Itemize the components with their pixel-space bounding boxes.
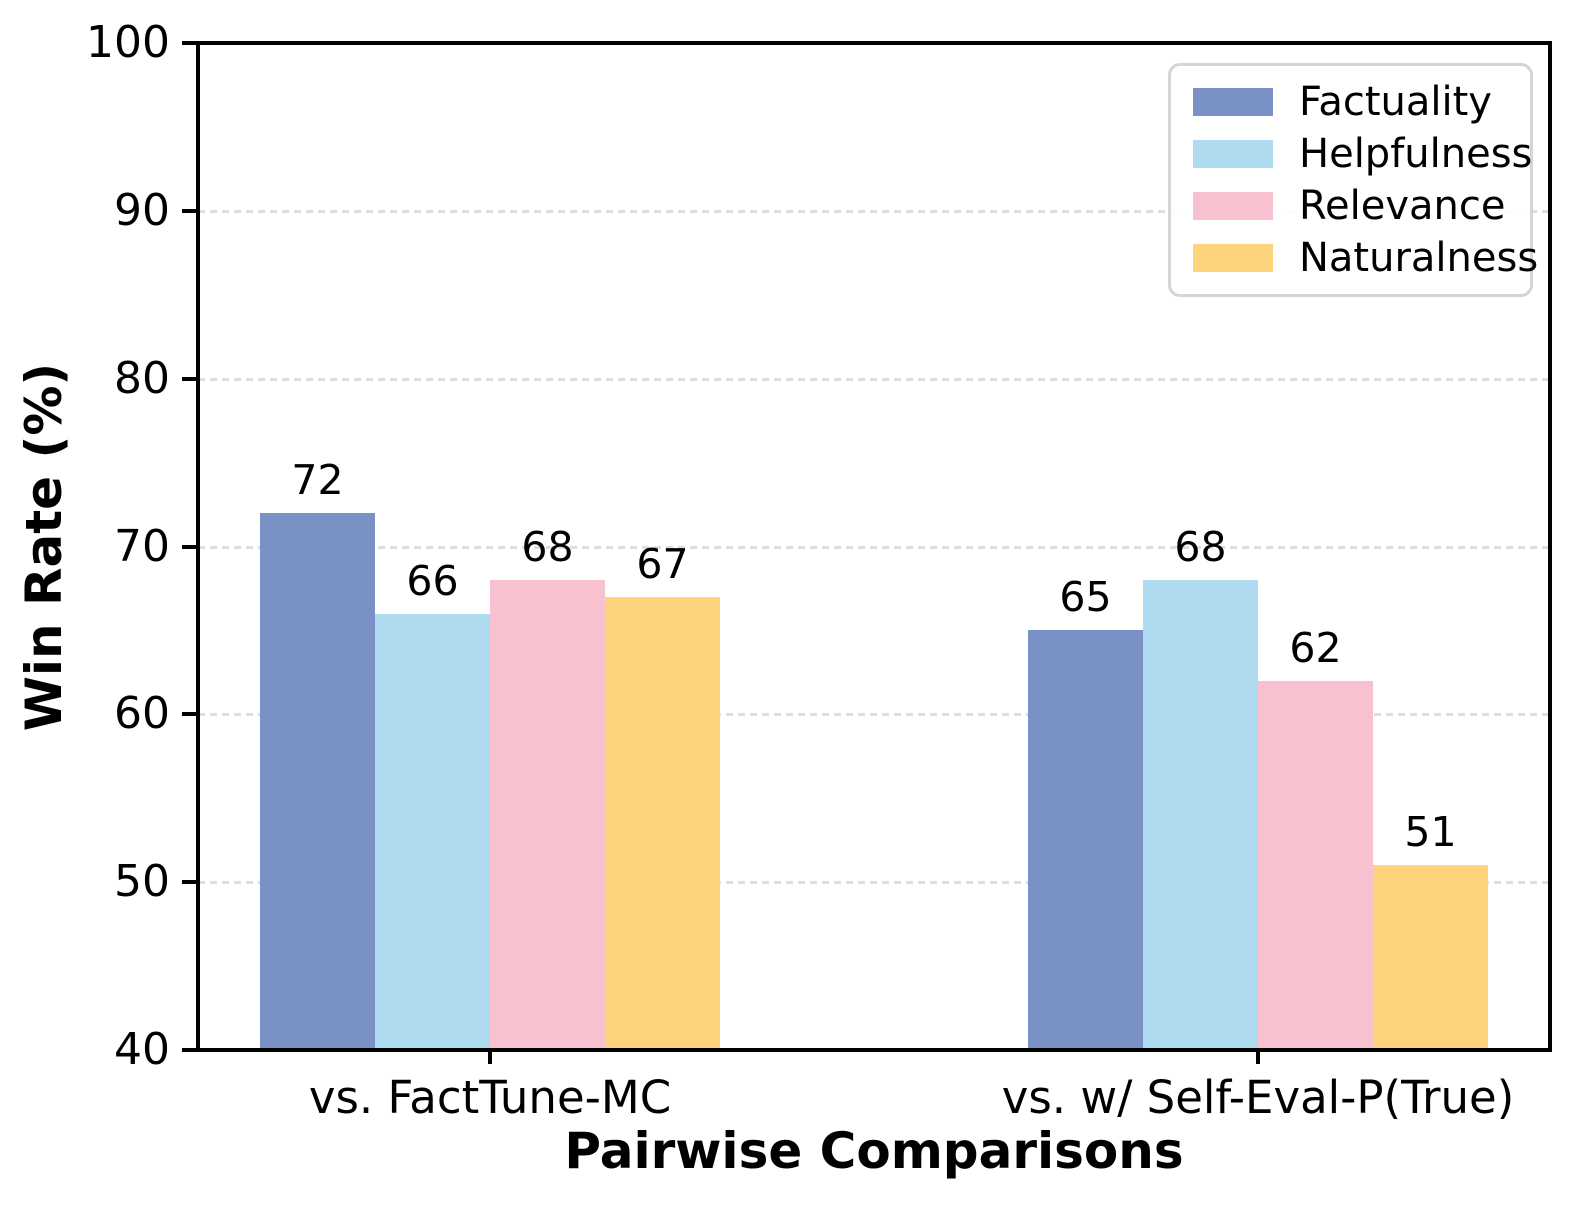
legend-item-helpfulness: Helpfulness bbox=[1193, 131, 1533, 177]
bar-factuality-group2 bbox=[1028, 630, 1143, 1050]
y-tick-mark-80 bbox=[182, 376, 196, 381]
y-tick-mark-90 bbox=[182, 208, 196, 213]
y-tick-label-60: 60 bbox=[114, 688, 170, 740]
y-tick-label-80: 80 bbox=[114, 352, 170, 404]
bar-value-label-naturalness-group2: 51 bbox=[1404, 808, 1457, 857]
bar-naturalness-group1 bbox=[605, 596, 720, 1050]
bar-value-label-helpfulness-group2: 68 bbox=[1174, 523, 1227, 572]
legend-label-relevance: Relevance bbox=[1299, 183, 1506, 229]
legend-item-relevance: Relevance bbox=[1193, 184, 1530, 228]
legend-label-factuality: Factuality bbox=[1299, 79, 1492, 125]
y-axis-title: Win Rate (%) bbox=[15, 362, 73, 732]
gridline-50 bbox=[198, 881, 1550, 885]
legend-label-naturalness: Naturalness bbox=[1299, 235, 1539, 281]
bar-relevance-group2 bbox=[1258, 680, 1373, 1050]
legend-item-factuality: Factuality bbox=[1193, 80, 1530, 124]
y-tick-label-90: 90 bbox=[114, 184, 170, 236]
bar-helpfulness-group1 bbox=[375, 613, 490, 1050]
y-tick-label-50: 50 bbox=[114, 856, 170, 908]
y-tick-mark-100 bbox=[182, 41, 196, 45]
legend-item-naturalness: Naturalness bbox=[1193, 236, 1538, 280]
bar-value-label-helpfulness-group1: 66 bbox=[406, 556, 459, 605]
gridline-70 bbox=[198, 545, 1550, 549]
gridline-60 bbox=[198, 713, 1550, 717]
bar-value-label-relevance-group1: 68 bbox=[521, 523, 574, 572]
bar-helpfulness-group2 bbox=[1143, 580, 1258, 1050]
bar-value-label-factuality-group1: 72 bbox=[291, 455, 344, 504]
bar-value-label-relevance-group2: 62 bbox=[1289, 623, 1342, 672]
bar-value-label-naturalness-group1: 67 bbox=[636, 539, 689, 588]
y-tick-mark-40 bbox=[182, 1048, 196, 1052]
legend-swatch-relevance bbox=[1193, 192, 1273, 220]
y-tick-mark-60 bbox=[182, 712, 196, 717]
gridline-80 bbox=[198, 377, 1550, 381]
bar-factuality-group1 bbox=[260, 512, 375, 1050]
x-axis-title: Pairwise Comparisons bbox=[564, 1122, 1184, 1180]
y-tick-mark-50 bbox=[182, 880, 196, 885]
x-tick-label-1: vs. FactTune-MC bbox=[308, 1071, 672, 1124]
x-tick-label-2: vs. w/ Self-Eval-P(True) bbox=[1001, 1071, 1515, 1124]
legend-label-helpfulness: Helpfulness bbox=[1299, 131, 1533, 177]
y-tick-label-100: 100 bbox=[86, 17, 170, 68]
legend: Factuality Helpfulness Relevance Naturalnes… bbox=[1168, 63, 1538, 297]
bar-relevance-group1 bbox=[490, 580, 605, 1050]
y-tick-label-40: 40 bbox=[114, 1024, 170, 1075]
y-tick-label-70: 70 bbox=[114, 520, 170, 572]
y-tick-mark-70 bbox=[182, 544, 196, 549]
legend-swatch-helpfulness bbox=[1193, 140, 1273, 168]
gridline-90 bbox=[198, 209, 1550, 213]
legend-swatch-factuality bbox=[1193, 88, 1273, 116]
bar-value-label-factuality-group2: 65 bbox=[1059, 573, 1112, 622]
legend-swatch-naturalness bbox=[1193, 244, 1273, 272]
bar-naturalness-group2 bbox=[1373, 865, 1488, 1050]
x-tick-mark-1 bbox=[488, 1050, 492, 1064]
x-tick-mark-2 bbox=[1256, 1050, 1260, 1064]
